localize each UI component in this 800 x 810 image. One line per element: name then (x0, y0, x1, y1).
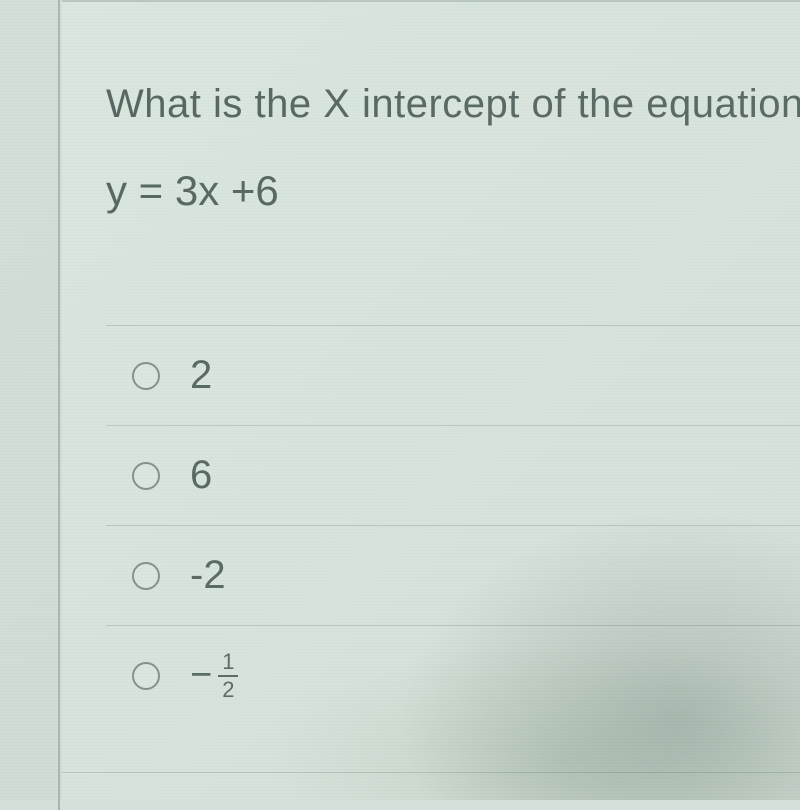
answer-option-0[interactable]: 2 (106, 325, 800, 425)
question-equation: y = 3x +6 (106, 167, 800, 215)
question-prompt: What is the X intercept of the equation (106, 82, 800, 127)
answer-label-fraction: − 1 2 (190, 651, 238, 701)
radio-icon[interactable] (132, 662, 160, 690)
answer-label: -2 (190, 553, 226, 598)
answer-label: 6 (190, 453, 212, 498)
question-card: What is the X intercept of the equation … (62, 0, 800, 800)
fraction: 1 2 (218, 651, 238, 701)
radio-icon[interactable] (132, 462, 160, 490)
minus-sign: − (190, 654, 212, 697)
answer-list: 2 6 -2 − 1 2 (106, 325, 800, 725)
radio-icon[interactable] (132, 562, 160, 590)
radio-icon[interactable] (132, 362, 160, 390)
answer-label: 2 (190, 353, 212, 398)
left-rail (0, 0, 60, 810)
question-block: What is the X intercept of the equation … (62, 2, 800, 215)
fraction-denominator: 2 (218, 675, 238, 701)
fraction-numerator: 1 (218, 651, 238, 675)
card-bottom-border (62, 772, 800, 773)
answer-option-1[interactable]: 6 (106, 425, 800, 525)
answer-option-3[interactable]: − 1 2 (106, 625, 800, 725)
answer-option-2[interactable]: -2 (106, 525, 800, 625)
